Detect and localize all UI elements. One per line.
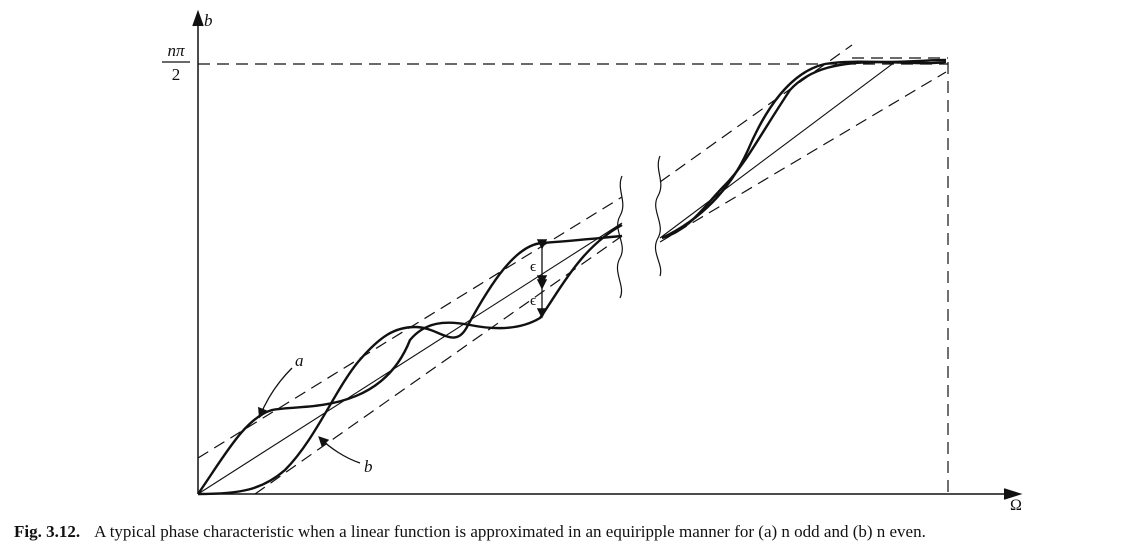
curve-b-label: b: [364, 457, 373, 476]
y-max-tick-label: nπ 2: [162, 41, 190, 84]
curve-b-pointer: [318, 436, 361, 464]
axis-break-marks: [616, 155, 662, 299]
break-mark-left: [616, 175, 624, 299]
lower-bound-dashed-line-1: [254, 235, 623, 495]
curve-b-right-segment: [661, 58, 947, 240]
epsilon-label-upper: ϵ: [530, 259, 536, 275]
x-axis-label: Ω: [1010, 497, 1022, 514]
y-max-label-denominator: 2: [172, 65, 181, 84]
curve-b: [197, 58, 947, 496]
y-axis-label: b: [204, 11, 213, 30]
figure-caption: Fig. 3.12. A typical phase characteristic…: [14, 522, 1144, 542]
axes: [192, 9, 1023, 500]
phase-characteristic-figure: ϵ ϵ a b b Ω nπ 2: [162, 9, 1023, 514]
break-mark-right: [654, 155, 662, 277]
caption-figure-number: Fig. 3.12.: [14, 522, 81, 541]
curve-a-label: a: [295, 351, 304, 370]
y-axis-arrow-icon: [192, 9, 204, 27]
upper-bound-dashed-line-2: [659, 44, 853, 183]
caption-text: A typical phase characteristic when a li…: [94, 522, 926, 541]
curve-a-right-segment: [661, 60, 947, 240]
curve-b-left-segment: [197, 234, 623, 496]
x-axis-arrow-icon: [1003, 488, 1023, 500]
epsilon-label-lower: ϵ: [530, 293, 536, 309]
linear-function-line: [197, 61, 896, 495]
linear-line-right: [659, 61, 896, 239]
curve-pointers: [258, 367, 361, 464]
curve-a-pointer: [258, 367, 293, 419]
y-max-label-numerator: nπ: [167, 41, 185, 60]
lower-bound-dashed-line-2: [659, 71, 947, 243]
curve-a: [197, 60, 947, 495]
linear-line-left: [197, 222, 623, 495]
